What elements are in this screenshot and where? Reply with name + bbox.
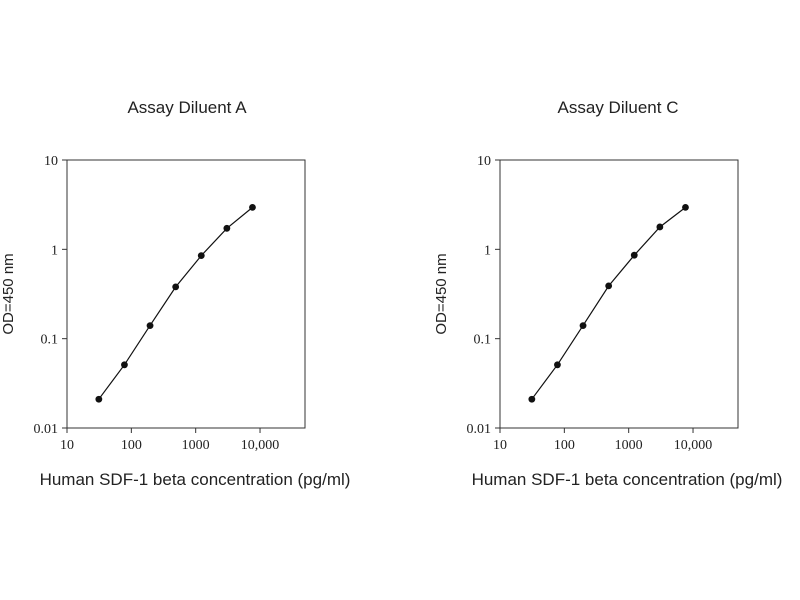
chart-2-data-point bbox=[630, 251, 638, 259]
chart-1-data-point bbox=[197, 252, 205, 260]
chart-1-x-axis-label: Human SDF-1 beta concentration (pg/ml) bbox=[40, 470, 351, 489]
chart-1-ytick-label: 10 bbox=[44, 154, 58, 169]
chart-1-data-point bbox=[95, 395, 103, 403]
chart-1-data-point bbox=[121, 361, 128, 369]
chart-2-data-point bbox=[682, 203, 689, 211]
chart-2-ytick-label: 1 bbox=[484, 243, 491, 258]
chart-2-data-point bbox=[656, 223, 664, 231]
chart-1-y-axis-label: OD=450 nm bbox=[0, 253, 17, 334]
chart-2-data-point bbox=[605, 282, 613, 290]
chart-2-ytick-label: 0.1 bbox=[474, 333, 492, 348]
chart-1-xtick-label: 1000 bbox=[182, 438, 210, 453]
chart-2-data-point bbox=[554, 361, 561, 369]
chart-1-series-line bbox=[98, 206, 253, 400]
chart-1-xtick-label: 10,000 bbox=[241, 438, 280, 453]
chart-1-ytick-label: 1 bbox=[51, 243, 58, 258]
chart-2-xtick-label: 10,000 bbox=[674, 438, 713, 453]
chart-2-series-line bbox=[531, 206, 686, 400]
chart-2-y-axis-label: OD=450 nm bbox=[433, 253, 450, 334]
chart-2-xtick-label: 1000 bbox=[615, 438, 643, 453]
chart-2-title: Assay Diluent C bbox=[558, 98, 679, 117]
chart-1-data-point bbox=[249, 203, 256, 211]
chart-2-data-point bbox=[528, 395, 536, 403]
chart-2-plot-frame bbox=[499, 159, 739, 429]
chart-1-ytick-label: 0.01 bbox=[34, 422, 59, 437]
chart-1-title: Assay Diluent A bbox=[127, 98, 247, 117]
chart-2-ytick-label: 10 bbox=[477, 154, 491, 169]
chart-1-data-point bbox=[146, 322, 154, 330]
chart-1-xtick-label: 10 bbox=[60, 438, 74, 453]
chart-1-xtick-label: 100 bbox=[121, 438, 142, 453]
chart-2-xtick-label: 10 bbox=[493, 438, 507, 453]
chart-2-ytick-label: 0.01 bbox=[467, 422, 492, 437]
chart-2-data-point bbox=[579, 322, 587, 330]
chart-1-data-point bbox=[223, 224, 231, 232]
chart-2-xtick-label: 100 bbox=[554, 438, 575, 453]
chart-1-plot-frame bbox=[66, 159, 306, 429]
chart-2-x-axis-label: Human SDF-1 beta concentration (pg/ml) bbox=[472, 470, 783, 489]
chart-1-ytick-label: 0.1 bbox=[41, 333, 59, 348]
chart-1-data-point bbox=[172, 283, 180, 291]
